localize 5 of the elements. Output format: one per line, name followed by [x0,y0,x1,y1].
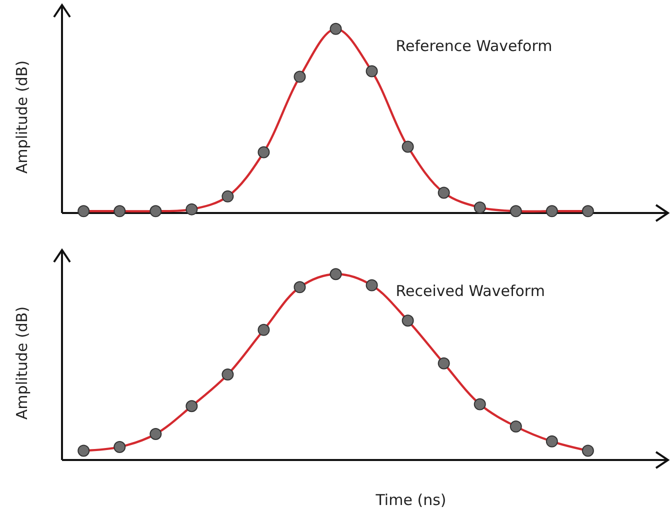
series-label: Reference Waveform [396,36,552,55]
y-axis-title: Amplitude (dB) [13,60,31,174]
x-axis-title: Time (ns) [374,491,446,509]
y-axis-title: Amplitude (dB) [13,306,31,420]
series-label: Received Waveform [396,282,545,300]
